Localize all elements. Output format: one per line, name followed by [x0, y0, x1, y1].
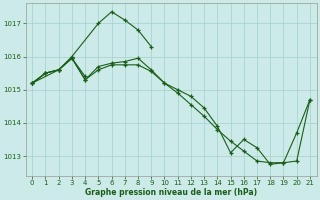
X-axis label: Graphe pression niveau de la mer (hPa): Graphe pression niveau de la mer (hPa): [85, 188, 257, 197]
